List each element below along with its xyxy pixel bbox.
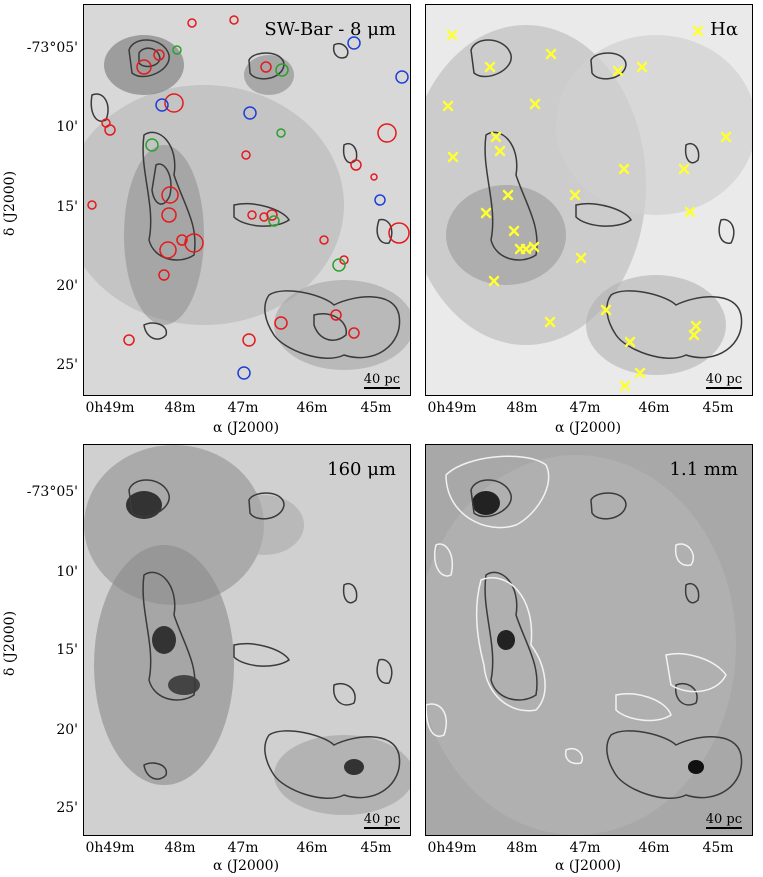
y-axis-label: δ (J2000) — [2, 170, 18, 236]
x-axis-label: α (J2000) — [554, 858, 622, 874]
y-tick-label: 25' — [56, 800, 78, 816]
y-tick-label: 10' — [56, 564, 78, 580]
y-tick-label: -73°05' — [26, 40, 78, 56]
x-tick-label: 0h49m — [85, 400, 135, 416]
x-tick-label: 0h49m — [85, 840, 135, 856]
x-axis-label: α (J2000) — [212, 858, 280, 874]
scale-bar-line — [363, 387, 400, 389]
x-tick-label: 45m — [702, 840, 734, 856]
y-tick-label: 10' — [56, 119, 78, 135]
x-tick-label: 48m — [164, 400, 196, 416]
x-tick-label: 0h49m — [427, 400, 477, 416]
y-tick-label: 25' — [56, 357, 78, 373]
x-tick-label: 0h49m — [427, 840, 477, 856]
y-tick-label: 20' — [56, 722, 78, 738]
y-axis-label: δ (J2000) — [2, 610, 18, 676]
x-tick-label: 47m — [569, 400, 601, 416]
panel-halpha: Hα 40 pc — [425, 4, 753, 396]
scale-bar: 40 pc — [706, 372, 742, 389]
x-tick-label: 47m — [227, 400, 259, 416]
image-8um — [84, 5, 410, 395]
image-1p1mm — [426, 445, 752, 835]
scale-bar-label: 40 pc — [363, 812, 400, 827]
x-tick-label: 48m — [506, 400, 538, 416]
y-tick-label: 15' — [56, 642, 78, 658]
x-tick-label: 46m — [296, 400, 328, 416]
panel-1p1mm: 1.1 mm 40 pc — [425, 444, 753, 836]
image-halpha — [426, 5, 752, 395]
x-axis-label: α (J2000) — [554, 420, 622, 436]
x-tick-label: 46m — [638, 400, 670, 416]
x-tick-label: 48m — [506, 840, 538, 856]
image-160um — [84, 445, 410, 835]
scale-bar: 40 pc — [364, 812, 400, 829]
panel-title: Hα — [710, 19, 738, 40]
panel-title: SW-Bar - 8 μm — [264, 19, 396, 40]
scale-bar-label: 40 pc — [705, 372, 742, 387]
x-tick-label: 45m — [702, 400, 734, 416]
x-tick-label: 47m — [227, 840, 259, 856]
x-tick-label: 48m — [164, 840, 196, 856]
scale-bar-line — [705, 387, 742, 389]
panel-160um: 160 μm 40 pc — [83, 444, 411, 836]
y-tick-label: 15' — [56, 199, 78, 215]
panel-title: 160 μm — [327, 459, 396, 480]
x-tick-label: 46m — [296, 840, 328, 856]
y-tick-label: 20' — [56, 278, 78, 294]
x-tick-label: 45m — [360, 400, 392, 416]
x-tick-label: 45m — [360, 840, 392, 856]
scale-bar-line — [363, 827, 400, 829]
y-tick-label: -73°05' — [26, 484, 78, 500]
scale-bar-label: 40 pc — [363, 372, 400, 387]
x-tick-label: 47m — [569, 840, 601, 856]
scale-bar-label: 40 pc — [705, 812, 742, 827]
panel-8um: SW-Bar - 8 μm 40 pc — [83, 4, 411, 396]
x-tick-label: 46m — [638, 840, 670, 856]
panel-title: 1.1 mm — [669, 459, 738, 480]
x-axis-label: α (J2000) — [212, 420, 280, 436]
scale-bar-line — [705, 827, 742, 829]
scale-bar: 40 pc — [364, 372, 400, 389]
scale-bar: 40 pc — [706, 812, 742, 829]
